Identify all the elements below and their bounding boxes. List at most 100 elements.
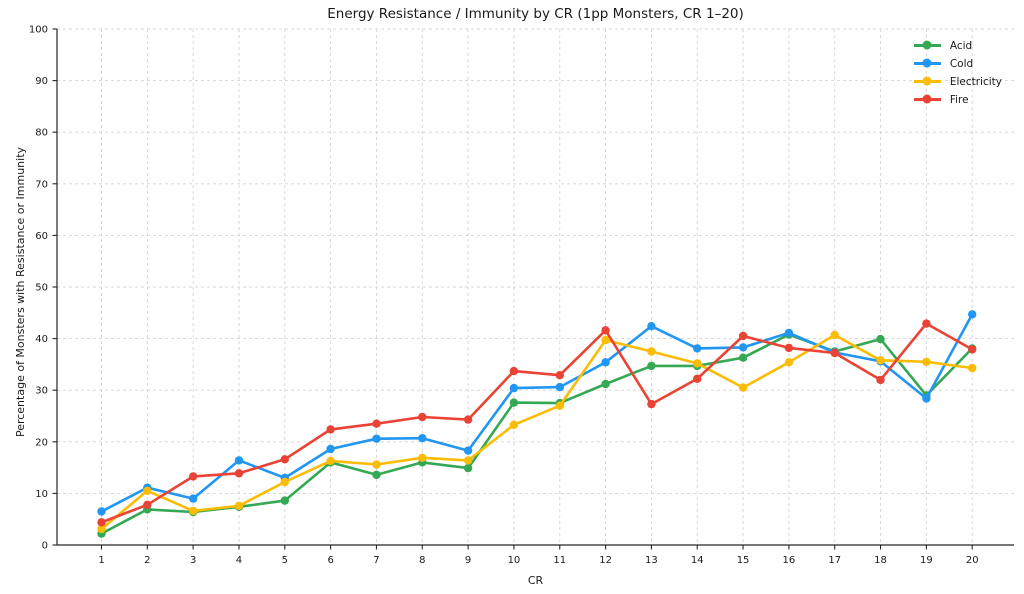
- series-fire-marker: [647, 399, 656, 409]
- x-tick-label: 18: [874, 555, 887, 566]
- series-electricity-marker: [326, 456, 335, 466]
- x-tick-label: 2: [144, 555, 150, 566]
- x-tick-label: 11: [553, 555, 566, 566]
- series-fire-marker: [876, 375, 885, 385]
- series-cold-marker: [555, 382, 564, 392]
- series-electricity-marker: [463, 456, 473, 465]
- series-acid-line: [100, 333, 974, 535]
- series-electricity-marker: [968, 363, 977, 373]
- legend-label-acid: Acid: [949, 39, 973, 52]
- x-tick-label: 6: [327, 555, 333, 566]
- legend-item-acid: Acid: [913, 39, 1002, 52]
- series-electricity-marker: [143, 486, 152, 495]
- series-electricity-marker: [372, 460, 381, 469]
- series-electricity-marker: [509, 420, 519, 429]
- legend-label-cold: Cold: [949, 57, 974, 70]
- series-acid-marker: [509, 398, 519, 407]
- x-tick-label: 4: [236, 555, 242, 566]
- legend-item-fire: Fire: [913, 93, 1002, 106]
- x-tick-label: 15: [737, 555, 750, 566]
- series-cold-marker: [418, 434, 427, 443]
- series-cold-marker: [189, 494, 198, 503]
- legend-item-electricity: Electricity: [913, 75, 1002, 88]
- y-tick-label: 10: [35, 489, 48, 500]
- legend-marker-fire-icon: [913, 94, 941, 104]
- series-acid-marker: [601, 379, 610, 389]
- series-electricity-marker: [876, 356, 885, 365]
- series-fire-marker: [280, 455, 289, 464]
- series-fire-marker: [326, 425, 335, 434]
- series-cold-marker: [922, 394, 931, 403]
- legend-marker-electricity-icon: [913, 76, 941, 86]
- y-tick-label: 30: [35, 386, 48, 397]
- legend-marker-acid-icon: [913, 40, 941, 50]
- series-fire-marker: [784, 343, 794, 353]
- series-electricity-marker: [922, 357, 931, 366]
- series-electricity-marker: [647, 347, 656, 356]
- series-cold-line: [100, 312, 974, 513]
- series-fire-marker: [693, 374, 702, 383]
- series-cold-marker: [234, 456, 244, 465]
- legend-dot-fire-icon: [922, 94, 932, 104]
- series-fire-marker: [738, 331, 748, 341]
- x-tick-label: 17: [828, 555, 841, 566]
- series-cold-marker: [738, 343, 748, 352]
- x-tick-label: 10: [508, 555, 521, 566]
- y-tick-label: 60: [35, 231, 48, 242]
- y-tick-label: 70: [35, 179, 48, 190]
- series-cold-marker: [463, 446, 473, 455]
- x-tick-label: 1: [98, 555, 104, 566]
- x-tick-label: 19: [920, 555, 933, 566]
- x-tick-label: 13: [645, 555, 658, 566]
- series-acid-marker: [876, 334, 885, 344]
- series-electricity-marker: [693, 359, 702, 368]
- series-cold-marker: [372, 434, 381, 443]
- x-tick-label: 12: [599, 555, 612, 566]
- y-tick-label: 0: [42, 541, 48, 552]
- series-cold-marker: [784, 328, 794, 338]
- series-electricity-marker: [601, 335, 610, 345]
- y-tick-label: 100: [29, 25, 48, 36]
- x-tick-label: 5: [282, 555, 288, 566]
- legend-label-electricity: Electricity: [949, 75, 1002, 88]
- series-electricity-line: [100, 333, 974, 531]
- series-electricity-marker: [418, 453, 427, 462]
- series-acid-marker: [280, 496, 289, 505]
- y-tick-label: 50: [35, 283, 48, 294]
- series-fire-marker: [143, 500, 152, 509]
- y-tick-label: 80: [35, 128, 48, 139]
- x-tick-label: 16: [783, 555, 796, 566]
- series-fire-marker: [601, 326, 610, 335]
- series-electricity-marker: [234, 501, 244, 510]
- series-electricity-marker: [830, 330, 839, 340]
- legend-dot-cold-icon: [922, 58, 932, 68]
- y-tick-label: 40: [35, 334, 48, 345]
- series-cold-marker: [693, 344, 702, 353]
- legend-dot-electricity-icon: [922, 76, 932, 86]
- series-fire-marker: [372, 419, 381, 428]
- series-cold-marker: [968, 310, 977, 319]
- x-tick-label: 8: [419, 555, 425, 566]
- series-cold-marker: [326, 444, 335, 454]
- series-fire-marker: [968, 345, 977, 354]
- y-tick-label: 90: [35, 76, 48, 87]
- series-electricity-marker: [97, 524, 106, 534]
- series-acid-marker: [647, 361, 656, 371]
- series-electricity-marker: [738, 383, 748, 392]
- series-electricity-marker: [784, 358, 794, 367]
- y-tick-label: 20: [35, 437, 48, 448]
- series-fire-marker: [418, 412, 427, 422]
- series-acid-marker: [372, 470, 381, 479]
- series-cold-marker: [601, 358, 610, 367]
- series-cold-marker: [647, 322, 656, 331]
- chart-title: Energy Resistance / Immunity by CR (1pp …: [327, 6, 744, 22]
- legend: Acid Cold Electricity Fire: [910, 37, 1006, 108]
- series-fire-marker: [189, 472, 198, 481]
- series-fire-marker: [830, 348, 839, 358]
- series-fire-marker: [509, 366, 519, 376]
- legend-marker-cold-icon: [913, 58, 941, 68]
- legend-dot-acid-icon: [922, 40, 932, 50]
- x-tick-label: 20: [966, 555, 979, 566]
